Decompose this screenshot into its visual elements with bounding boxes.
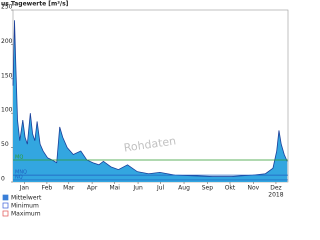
legend-label: Minimum: [11, 203, 39, 210]
chart-title: us Tagewerte [m³/s]: [1, 1, 69, 8]
legend-swatch: [2, 194, 9, 201]
y-tick-label: 200: [1, 38, 13, 45]
x-tick-label: Mar: [63, 185, 75, 192]
y-tick-label: 0: [1, 176, 5, 183]
x-tick-label: Feb: [42, 185, 53, 192]
x-tick-label: Jan: [19, 185, 29, 192]
x-tick-label: Dez: [270, 185, 281, 192]
y-tick-label: 100: [1, 107, 13, 114]
x-tick-label: Apr: [87, 185, 98, 192]
legend-swatch: [2, 202, 9, 209]
x-tick-label: Nov: [247, 185, 259, 192]
x-tick-label: Sep: [202, 185, 214, 192]
x-tick-label: Jun: [132, 185, 143, 192]
y-tick-label: 250: [1, 4, 13, 11]
legend-label: Mittelwert: [11, 195, 42, 202]
reference-label: MQ: [15, 154, 23, 160]
reference-label: NQ: [15, 174, 23, 180]
y-tick-label: 150: [1, 72, 13, 79]
area: [13, 20, 288, 182]
x-tick-label: Jul: [156, 185, 165, 192]
y-tick-label: 50: [1, 141, 9, 148]
legend-swatch: [2, 210, 9, 217]
reference-label: MNQ: [15, 170, 27, 176]
x-tick-label: Mai: [109, 185, 120, 192]
legend-label: Maximum: [11, 211, 41, 218]
x-tick-label: Aug: [178, 185, 190, 192]
background: [0, 0, 292, 219]
x-tick-label: Okt: [225, 185, 236, 192]
chart: us Tagewerte [m³/s] 0 50 100 150 200 250 Jan Fe…: [0, 0, 292, 219]
year-label: 2018: [268, 192, 283, 199]
